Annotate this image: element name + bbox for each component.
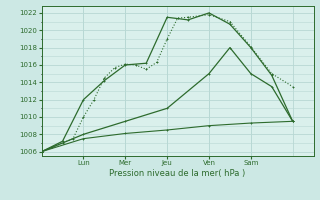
- X-axis label: Pression niveau de la mer( hPa ): Pression niveau de la mer( hPa ): [109, 169, 246, 178]
